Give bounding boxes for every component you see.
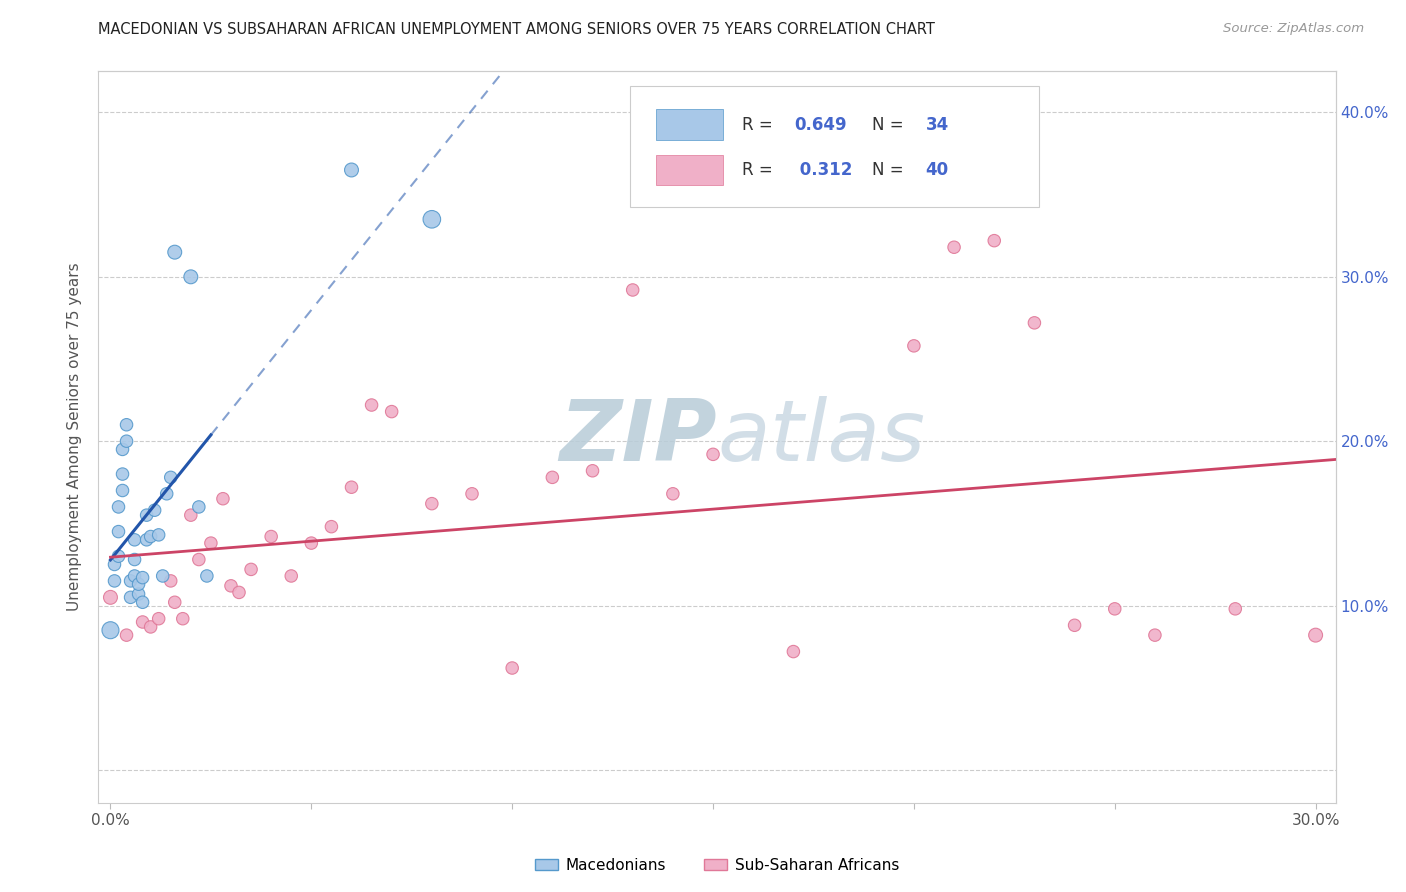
Legend: Macedonians, Sub-Saharan Africans: Macedonians, Sub-Saharan Africans	[529, 852, 905, 880]
Point	[420, 212, 443, 227]
Point	[360, 398, 382, 412]
Point	[103, 574, 125, 588]
Point	[148, 612, 170, 626]
Point	[662, 487, 685, 501]
Text: 0.649: 0.649	[794, 116, 846, 134]
Point	[159, 574, 181, 588]
Point	[103, 558, 125, 572]
Point	[148, 528, 170, 542]
Point	[135, 533, 157, 547]
Point	[381, 404, 404, 418]
Point	[172, 612, 194, 626]
Point	[139, 620, 162, 634]
Point	[159, 470, 181, 484]
Point	[943, 240, 966, 254]
Point	[1063, 618, 1085, 632]
Point	[143, 503, 166, 517]
Point	[702, 447, 724, 461]
Point	[1104, 602, 1126, 616]
Point	[1305, 628, 1327, 642]
Point	[124, 552, 146, 566]
Text: Source: ZipAtlas.com: Source: ZipAtlas.com	[1223, 22, 1364, 36]
Point	[115, 628, 138, 642]
Text: R =: R =	[742, 161, 779, 179]
Point	[1143, 628, 1166, 642]
Point	[180, 508, 202, 523]
Point	[115, 434, 138, 449]
Text: N =: N =	[872, 161, 910, 179]
Point	[131, 571, 153, 585]
Point	[621, 283, 644, 297]
Point	[541, 470, 564, 484]
Point	[180, 269, 202, 284]
Point	[100, 624, 122, 638]
Point	[115, 417, 138, 432]
Point	[107, 500, 129, 514]
Point	[152, 569, 174, 583]
Text: 0.312: 0.312	[794, 161, 852, 179]
Point	[299, 536, 322, 550]
Point	[1024, 316, 1046, 330]
Point	[111, 467, 134, 481]
Point	[111, 442, 134, 457]
Text: R =: R =	[742, 116, 779, 134]
Point	[156, 487, 179, 501]
Text: N =: N =	[872, 116, 910, 134]
Text: atlas: atlas	[717, 395, 925, 479]
Point	[111, 483, 134, 498]
Point	[501, 661, 523, 675]
Point	[219, 579, 242, 593]
Point	[903, 339, 925, 353]
Point	[100, 591, 122, 605]
Point	[128, 577, 150, 591]
Point	[107, 524, 129, 539]
Point	[321, 519, 343, 533]
Point	[280, 569, 302, 583]
Point	[240, 562, 263, 576]
Point	[782, 644, 804, 658]
Point	[124, 533, 146, 547]
Point	[120, 591, 142, 605]
Point	[340, 480, 363, 494]
Point	[200, 536, 222, 550]
Point	[461, 487, 484, 501]
Text: 40: 40	[925, 161, 949, 179]
FancyBboxPatch shape	[657, 110, 723, 140]
Point	[228, 585, 250, 599]
Point	[187, 552, 209, 566]
Point	[124, 569, 146, 583]
Point	[128, 587, 150, 601]
Point	[212, 491, 235, 506]
Point	[135, 508, 157, 523]
Point	[420, 497, 443, 511]
FancyBboxPatch shape	[630, 86, 1039, 207]
Point	[163, 595, 186, 609]
Point	[107, 549, 129, 564]
Point	[139, 529, 162, 543]
Point	[581, 464, 603, 478]
Point	[260, 529, 283, 543]
Point	[163, 245, 186, 260]
Point	[120, 574, 142, 588]
Point	[1225, 602, 1247, 616]
Point	[131, 595, 153, 609]
Point	[340, 163, 363, 178]
Text: MACEDONIAN VS SUBSAHARAN AFRICAN UNEMPLOYMENT AMONG SENIORS OVER 75 YEARS CORREL: MACEDONIAN VS SUBSAHARAN AFRICAN UNEMPLO…	[98, 22, 935, 37]
FancyBboxPatch shape	[657, 154, 723, 186]
Point	[131, 615, 153, 629]
Point	[983, 234, 1005, 248]
Point	[187, 500, 209, 514]
Text: 34: 34	[925, 116, 949, 134]
Text: ZIP: ZIP	[560, 395, 717, 479]
Point	[195, 569, 218, 583]
Y-axis label: Unemployment Among Seniors over 75 years: Unemployment Among Seniors over 75 years	[67, 263, 83, 611]
